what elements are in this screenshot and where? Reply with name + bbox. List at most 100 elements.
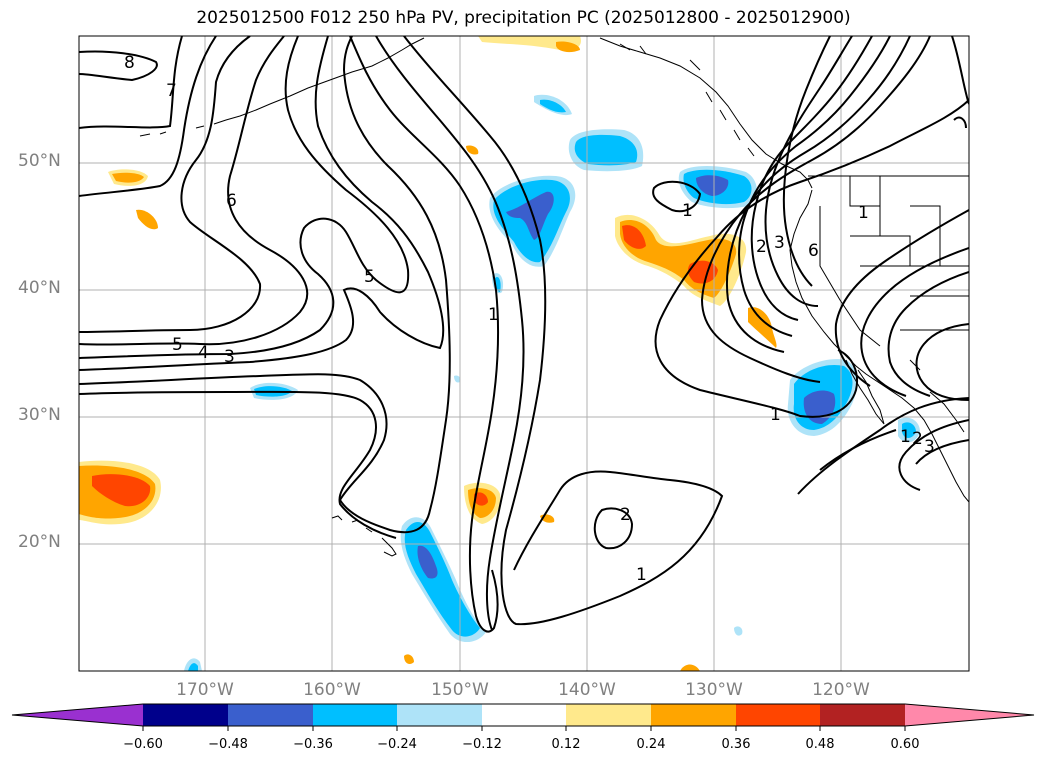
colorbar <box>11 703 1035 731</box>
pv-contour <box>79 36 183 129</box>
lat-label-30n: 30°N <box>18 405 61 425</box>
colorbar-min-extension <box>12 704 143 726</box>
precip-positive-area <box>112 172 144 183</box>
coastlines <box>139 37 969 557</box>
precip-positive-area <box>474 492 488 506</box>
contour-label: 3 <box>224 347 235 367</box>
pv-contours <box>79 36 969 633</box>
precip-positive-area <box>556 41 580 53</box>
contour-label: 2 <box>756 237 767 257</box>
contour-label: 7 <box>166 81 177 101</box>
precip-negative-area <box>454 375 461 383</box>
state-borders <box>819 176 969 347</box>
alaska-islands <box>619 43 755 157</box>
pv-contour <box>403 36 724 626</box>
precip-positive-area <box>404 654 414 664</box>
pv-contour <box>915 439 969 465</box>
pv-contour <box>951 36 969 105</box>
contour-label: 4 <box>198 343 209 363</box>
contour-label: 1 <box>682 201 693 221</box>
pv-contour <box>349 36 500 633</box>
precip-negative-area <box>188 663 198 671</box>
map-frame <box>78 35 970 672</box>
baja-california <box>845 359 885 425</box>
pv-contour <box>915 323 969 401</box>
hawaiian-islands <box>331 515 397 557</box>
lon-label-160w: 160°W <box>303 680 361 700</box>
pv-contour <box>819 429 897 471</box>
pv-contour <box>79 36 217 197</box>
colorbar-segment <box>482 704 566 726</box>
pv-contour <box>79 36 410 359</box>
precip-negative-area <box>902 422 916 438</box>
colorbar-tick-label: −0.12 <box>462 737 502 752</box>
contour-label: 6 <box>808 241 819 261</box>
pv-contour <box>652 180 702 213</box>
contour-labels: 8 7 6 5 5 4 3 1 1 2 3 6 1 1 2 1 1 2 3 <box>124 53 935 585</box>
pv-contour <box>764 36 853 307</box>
pv-contour <box>834 209 969 387</box>
pv-contour <box>654 99 969 418</box>
contour-label: 1 <box>858 203 869 223</box>
contour-label: 5 <box>364 267 375 287</box>
pv-contour <box>79 36 445 371</box>
contour-label: 3 <box>774 233 785 253</box>
pv-contour <box>593 507 634 550</box>
colorbar-tick-label: −0.48 <box>208 737 248 752</box>
north-america-coast <box>789 189 969 503</box>
colorbar-segment <box>820 704 905 726</box>
pv-contour <box>860 247 969 397</box>
pv-contour <box>887 271 969 397</box>
contour-label: 5 <box>172 335 183 355</box>
contour-label: 1 <box>636 565 647 585</box>
contour-label: 6 <box>226 191 237 211</box>
pv-contour <box>375 36 525 631</box>
contour-label: 2 <box>620 505 631 525</box>
colorbar-tick-marks <box>142 726 906 731</box>
lat-label-20n: 20°N <box>18 532 61 552</box>
precip-positive-area <box>466 145 479 155</box>
precip-negative-area <box>734 626 743 636</box>
colorbar-segment <box>313 704 397 726</box>
lon-label-140w: 140°W <box>558 680 616 700</box>
precip-positive-area <box>680 664 700 671</box>
lon-label-120w: 120°W <box>812 680 870 700</box>
colorbar-tick-label: −0.24 <box>377 737 417 752</box>
pv-contour <box>79 50 158 82</box>
lon-label-150w: 150°W <box>431 680 489 700</box>
map-panel: 8 7 6 5 5 4 3 1 1 2 3 6 1 1 2 1 1 2 3 <box>79 36 969 671</box>
colorbar-tick-label: −0.60 <box>123 737 163 752</box>
map-title: 2025012500 F012 250 hPa PV, precipitatio… <box>196 8 851 28</box>
precip-negative-area <box>495 276 501 292</box>
precip-positive-area <box>478 36 582 51</box>
colorbar-segment <box>143 704 228 726</box>
precip-negative-area <box>574 134 638 166</box>
colorbar-segment <box>736 704 820 726</box>
precip-negative-area <box>696 175 729 196</box>
colorbar-segment <box>566 704 651 726</box>
lat-label-50n: 50°N <box>18 151 61 171</box>
precip-negative-area <box>417 545 438 579</box>
contour-label: 1 <box>900 427 911 447</box>
pv-contour <box>79 36 451 534</box>
precip-positive-area <box>748 307 777 348</box>
contour-label: 8 <box>124 53 135 73</box>
pv-contour <box>79 36 309 346</box>
aleutian-islands <box>139 37 425 137</box>
colorbar-segment <box>651 704 736 726</box>
colorbar-segment <box>397 704 482 726</box>
colorbar-tick-label: 0.60 <box>890 737 920 752</box>
pv-contour <box>79 36 262 333</box>
precip-negative-area <box>540 99 566 113</box>
pv-contour <box>782 36 831 287</box>
contour-label: 2 <box>912 429 923 449</box>
pv-contour <box>750 36 873 321</box>
colorbar-max-extension <box>905 704 1034 726</box>
precip-positive-area <box>136 209 158 230</box>
pv-contour <box>79 390 397 539</box>
precip-positive-area <box>92 474 151 507</box>
lat-label-40n: 40°N <box>18 278 61 298</box>
lon-label-170w: 170°W <box>176 680 234 700</box>
colorbar-tick-label: 0.12 <box>551 737 581 752</box>
pv-contour <box>797 397 969 495</box>
